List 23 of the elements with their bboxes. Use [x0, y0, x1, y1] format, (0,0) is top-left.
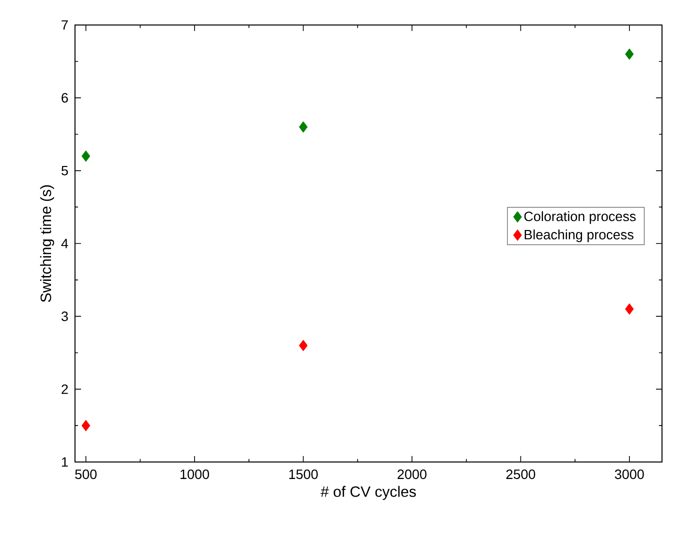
x-tick-label: 3000: [614, 470, 644, 480]
point: [82, 420, 90, 432]
y-tick-label: 7: [62, 20, 68, 30]
legend-label: Bleaching process: [524, 230, 634, 242]
y-tick-label: 2: [62, 384, 68, 394]
y-tick-label: 1: [62, 457, 68, 467]
x-axis-title: # of CV cycles: [320, 486, 416, 500]
y-tick-label: 3: [61, 312, 68, 322]
point: [298, 121, 308, 133]
point: [298, 340, 308, 352]
x-tick-label: 1000: [180, 470, 210, 480]
point: [625, 303, 634, 315]
y-tick-label: 5: [62, 166, 68, 176]
x-tick-label: 500: [75, 470, 97, 480]
point: [625, 48, 634, 60]
y-axis-title: Switching time (s): [40, 185, 54, 302]
legend-label: Coloration process: [524, 211, 636, 224]
y-tick-label: 6: [62, 93, 68, 103]
point: [82, 150, 90, 162]
x-tick-label: 1500: [289, 470, 318, 480]
x-tick-label: 2500: [506, 470, 536, 480]
y-tick-label: 4: [61, 238, 68, 248]
x-tick-label: 2000: [398, 470, 426, 480]
